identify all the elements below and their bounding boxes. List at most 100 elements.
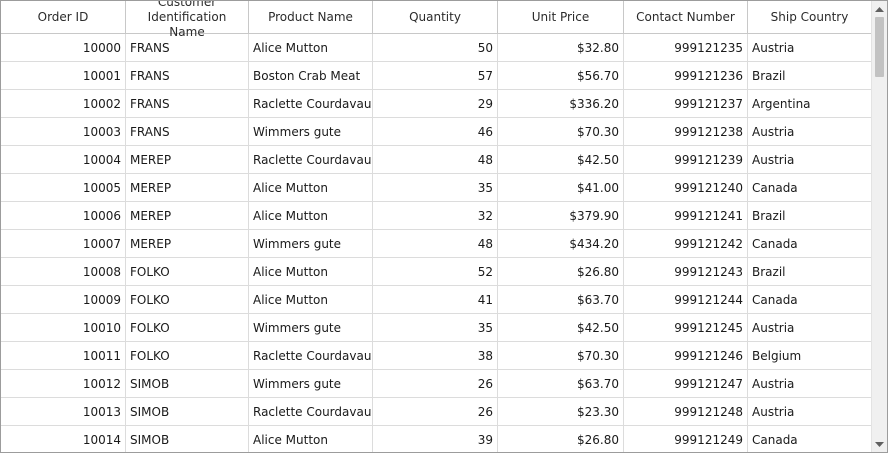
customer-id-cell[interactable]: FOLKO: [126, 286, 249, 313]
contact-number-cell[interactable]: 999121236: [624, 62, 748, 89]
table-row[interactable]: 10013 SIMOB Raclette Courdavault 26 $23.30 99…: [1, 398, 872, 426]
quantity-cell[interactable]: 57: [373, 62, 498, 89]
customer-id-cell[interactable]: MEREP: [126, 230, 249, 257]
column-header-product-name[interactable]: Product Name: [249, 1, 373, 33]
ship-country-cell[interactable]: Argentina: [748, 90, 872, 117]
quantity-cell[interactable]: 52: [373, 258, 498, 285]
unit-price-cell[interactable]: $63.70: [498, 286, 624, 313]
unit-price-cell[interactable]: $434.20: [498, 230, 624, 257]
table-row[interactable]: 10011 FOLKO Raclette Courdavault 38 $70.30 99…: [1, 342, 872, 370]
order-id-cell[interactable]: 10013: [1, 398, 126, 425]
quantity-cell[interactable]: 50: [373, 34, 498, 61]
product-name-cell[interactable]: Alice Mutton: [249, 174, 373, 201]
table-row[interactable]: 10002 FRANS Raclette Courdavault 29 $336.20 9…: [1, 90, 872, 118]
unit-price-cell[interactable]: $26.80: [498, 258, 624, 285]
column-header-quantity[interactable]: Quantity: [373, 1, 498, 33]
quantity-cell[interactable]: 46: [373, 118, 498, 145]
unit-price-cell[interactable]: $42.50: [498, 314, 624, 341]
scroll-up-button[interactable]: [872, 2, 887, 15]
unit-price-cell[interactable]: $41.00: [498, 174, 624, 201]
customer-id-cell[interactable]: FOLKO: [126, 314, 249, 341]
ship-country-cell[interactable]: Canada: [748, 230, 872, 257]
quantity-cell[interactable]: 35: [373, 314, 498, 341]
column-header-order-id[interactable]: Order ID: [1, 1, 126, 33]
product-name-cell[interactable]: Raclette Courdavault: [249, 342, 373, 369]
contact-number-cell[interactable]: 999121237: [624, 90, 748, 117]
ship-country-cell[interactable]: Austria: [748, 314, 872, 341]
ship-country-cell[interactable]: Brazil: [748, 202, 872, 229]
quantity-cell[interactable]: 29: [373, 90, 498, 117]
unit-price-cell[interactable]: $26.80: [498, 426, 624, 452]
order-id-cell[interactable]: 10010: [1, 314, 126, 341]
table-row[interactable]: 10001 FRANS Boston Crab Meat 57 $56.70 999121…: [1, 62, 872, 90]
ship-country-cell[interactable]: Austria: [748, 398, 872, 425]
unit-price-cell[interactable]: $70.30: [498, 342, 624, 369]
table-row[interactable]: 10005 MEREP Alice Mutton 35 $41.00 999121240 C…: [1, 174, 872, 202]
order-id-cell[interactable]: 10006: [1, 202, 126, 229]
order-id-cell[interactable]: 10008: [1, 258, 126, 285]
contact-number-cell[interactable]: 999121244: [624, 286, 748, 313]
contact-number-cell[interactable]: 999121235: [624, 34, 748, 61]
contact-number-cell[interactable]: 999121246: [624, 342, 748, 369]
product-name-cell[interactable]: Alice Mutton: [249, 34, 373, 61]
order-id-cell[interactable]: 10000: [1, 34, 126, 61]
unit-price-cell[interactable]: $56.70: [498, 62, 624, 89]
order-id-cell[interactable]: 10007: [1, 230, 126, 257]
customer-id-cell[interactable]: FOLKO: [126, 342, 249, 369]
product-name-cell[interactable]: Raclette Courdavault: [249, 90, 373, 117]
quantity-cell[interactable]: 26: [373, 370, 498, 397]
product-name-cell[interactable]: Wimmers gute: [249, 370, 373, 397]
order-id-cell[interactable]: 10001: [1, 62, 126, 89]
ship-country-cell[interactable]: Canada: [748, 286, 872, 313]
product-name-cell[interactable]: Raclette Courdavault: [249, 398, 373, 425]
customer-id-cell[interactable]: MEREP: [126, 146, 249, 173]
contact-number-cell[interactable]: 999121240: [624, 174, 748, 201]
table-row[interactable]: 10003 FRANS Wimmers gute 46 $70.30 999121238 A…: [1, 118, 872, 146]
unit-price-cell[interactable]: $42.50: [498, 146, 624, 173]
contact-number-cell[interactable]: 999121245: [624, 314, 748, 341]
order-id-cell[interactable]: 10002: [1, 90, 126, 117]
table-row[interactable]: 10008 FOLKO Alice Mutton 52 $26.80 999121243 B…: [1, 258, 872, 286]
order-id-cell[interactable]: 10003: [1, 118, 126, 145]
product-name-cell[interactable]: Alice Mutton: [249, 258, 373, 285]
contact-number-cell[interactable]: 999121248: [624, 398, 748, 425]
ship-country-cell[interactable]: Austria: [748, 34, 872, 61]
table-row[interactable]: 10010 FOLKO Wimmers gute 35 $42.50 999121245 A…: [1, 314, 872, 342]
column-header-contact-number[interactable]: Contact Number: [624, 1, 748, 33]
unit-price-cell[interactable]: $70.30: [498, 118, 624, 145]
quantity-cell[interactable]: 48: [373, 146, 498, 173]
ship-country-cell[interactable]: Austria: [748, 146, 872, 173]
product-name-cell[interactable]: Raclette Courdavault: [249, 146, 373, 173]
contact-number-cell[interactable]: 999121247: [624, 370, 748, 397]
scroll-down-button[interactable]: [872, 438, 887, 451]
quantity-cell[interactable]: 39: [373, 426, 498, 452]
contact-number-cell[interactable]: 999121242: [624, 230, 748, 257]
table-row[interactable]: 10012 SIMOB Wimmers gute 26 $63.70 999121247 A…: [1, 370, 872, 398]
table-row[interactable]: 10000 FRANS Alice Mutton 50 $32.80 999121235 A…: [1, 34, 872, 62]
contact-number-cell[interactable]: 999121243: [624, 258, 748, 285]
quantity-cell[interactable]: 48: [373, 230, 498, 257]
order-id-cell[interactable]: 10014: [1, 426, 126, 452]
product-name-cell[interactable]: Wimmers gute: [249, 230, 373, 257]
vertical-scrollbar[interactable]: [871, 1, 887, 452]
unit-price-cell[interactable]: $32.80: [498, 34, 624, 61]
contact-number-cell[interactable]: 999121241: [624, 202, 748, 229]
order-id-cell[interactable]: 10011: [1, 342, 126, 369]
ship-country-cell[interactable]: Brazil: [748, 62, 872, 89]
column-header-customer-id[interactable]: Customer Identification Name: [126, 1, 249, 39]
product-name-cell[interactable]: Alice Mutton: [249, 426, 373, 452]
contact-number-cell[interactable]: 999121249: [624, 426, 748, 452]
customer-id-cell[interactable]: SIMOB: [126, 426, 249, 452]
customer-id-cell[interactable]: MEREP: [126, 202, 249, 229]
unit-price-cell[interactable]: $336.20: [498, 90, 624, 117]
customer-id-cell[interactable]: MEREP: [126, 174, 249, 201]
scrollbar-thumb[interactable]: [875, 17, 884, 77]
customer-id-cell[interactable]: SIMOB: [126, 370, 249, 397]
column-header-unit-price[interactable]: Unit Price: [498, 1, 624, 33]
ship-country-cell[interactable]: Canada: [748, 426, 872, 452]
quantity-cell[interactable]: 35: [373, 174, 498, 201]
product-name-cell[interactable]: Alice Mutton: [249, 202, 373, 229]
order-id-cell[interactable]: 10004: [1, 146, 126, 173]
product-name-cell[interactable]: Wimmers gute: [249, 118, 373, 145]
